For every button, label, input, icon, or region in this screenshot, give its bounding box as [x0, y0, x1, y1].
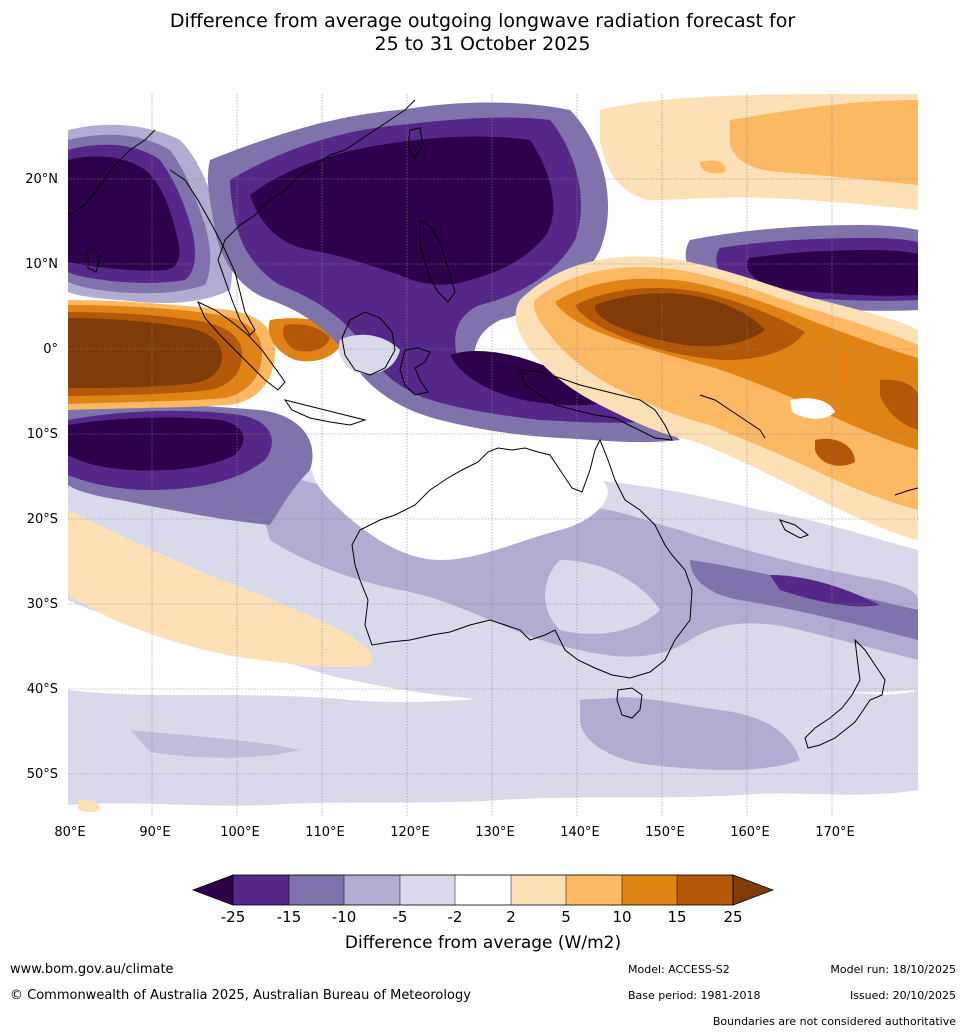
lon-label: 170°E: [815, 825, 855, 840]
colorbar-swatch: [233, 875, 289, 905]
lat-label: 10°S: [27, 427, 58, 442]
website-link[interactable]: www.bom.gov.au/climate: [10, 962, 174, 977]
lat-label: 0°: [43, 342, 58, 357]
model-name: Model: ACCESS-S2: [628, 963, 730, 976]
colorbar-swatch: [622, 875, 677, 905]
colorbar-tick: -25: [221, 908, 246, 926]
lat-label: 50°S: [27, 767, 58, 782]
lon-label: 160°E: [730, 825, 770, 840]
title-line-1: Difference from average outgoing longwav…: [169, 10, 796, 32]
colorbar-swatch: [400, 875, 455, 905]
colorbar: -25 -15 -10 -5 -2 2 5 10 15 25 Differenc…: [191, 874, 775, 953]
colorbar-swatch: [289, 875, 344, 905]
lat-label: 20°S: [27, 512, 58, 527]
lat-label: 40°S: [27, 682, 58, 697]
footer: www.bom.gov.au/climate © Commonwealth of…: [10, 962, 956, 1028]
indochina-coastline: [169, 99, 416, 336]
india-coastline: [68, 129, 156, 216]
taiwan-coastline: [407, 127, 424, 159]
philippines-coastline: [419, 219, 456, 303]
colorbar-tick: 5: [561, 908, 571, 926]
sulawesi-coastline: [399, 347, 431, 396]
lon-label: 100°E: [220, 825, 260, 840]
solomon-islands-coastline: [699, 394, 766, 439]
lon-label: 80°E: [54, 825, 85, 840]
model-run: Model run: 18/10/2025: [830, 963, 956, 976]
colorbar-tick: 15: [667, 908, 686, 926]
colorbar-swatch: [677, 875, 733, 905]
lon-label: 140°E: [560, 825, 600, 840]
new-caledonia-coastline: [779, 519, 810, 539]
colorbar-tick: 10: [612, 908, 631, 926]
sumatra-coastline: [197, 300, 286, 391]
fiji-coastline: [894, 487, 918, 496]
lat-label: 20°N: [25, 172, 58, 187]
colorbar-tick: -5: [393, 908, 408, 926]
lon-label: 130°E: [475, 825, 515, 840]
lat-label: 30°S: [27, 597, 58, 612]
sri-lanka-coastline: [87, 247, 101, 273]
coastlines: [68, 99, 918, 749]
longitude-labels: 80°E 90°E 100°E 110°E 120°E 130°E 140°E …: [54, 825, 854, 840]
anomaly-field: [68, 94, 918, 816]
lon-label: 90°E: [139, 825, 170, 840]
base-period: Base period: 1981-2018: [628, 989, 760, 1002]
issued-date: Issued: 20/10/2025: [850, 989, 956, 1002]
colorbar-swatch: [511, 875, 566, 905]
gridlines: [68, 94, 918, 816]
colorbar-low-extend: [191, 874, 234, 906]
map-title: Difference from average outgoing longwav…: [0, 10, 965, 56]
new-zealand-coastline: [804, 638, 886, 749]
colorbar-tick: -15: [277, 908, 302, 926]
lon-label: 150°E: [645, 825, 685, 840]
colorbar-swatch: [455, 875, 511, 905]
lat-label: 10°N: [25, 257, 58, 272]
colorbar-tick: -10: [332, 908, 357, 926]
title-line-2: 25 to 31 October 2025: [374, 33, 591, 55]
australia-coastline: [351, 438, 693, 679]
colorbar-tick: -2: [448, 908, 463, 926]
latitude-labels: 20°N 10°N 0° 10°S 20°S 30°S 40°S 50°S: [25, 172, 58, 782]
colorbar-swatch: [344, 875, 400, 905]
new-guinea-coastline: [519, 369, 673, 441]
colorbar-high-extend: [732, 874, 775, 906]
boundaries-disclaimer: Boundaries are not considered authoritat…: [713, 1015, 956, 1028]
lon-label: 110°E: [305, 825, 345, 840]
java-coastline: [283, 399, 367, 426]
colorbar-tick: 2: [506, 908, 516, 926]
borneo-coastline: [341, 311, 396, 376]
lon-label: 120°E: [390, 825, 430, 840]
colorbar-swatch: [566, 875, 622, 905]
colorbar-tick: 25: [723, 908, 742, 926]
tasmania-coastline: [616, 687, 643, 719]
colorbar-label: Difference from average (W/m2): [345, 933, 621, 953]
copyright-text: © Commonwealth of Australia 2025, Austra…: [10, 988, 471, 1003]
